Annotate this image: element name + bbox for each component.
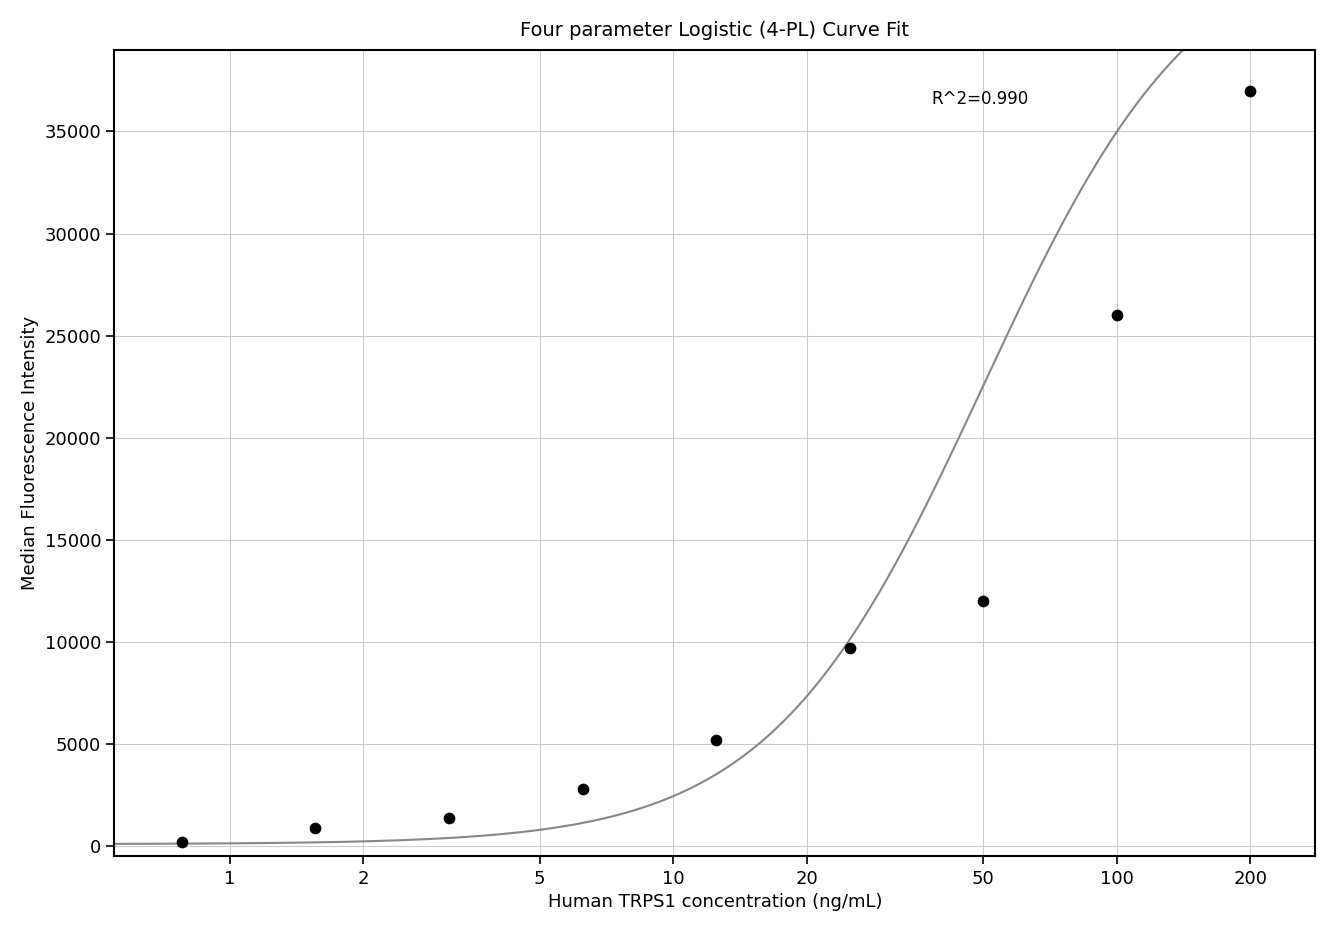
Text: R^2=0.990: R^2=0.990 [931,90,1029,108]
Point [572,782,593,797]
Point [973,594,994,609]
Point [171,835,192,850]
X-axis label: Human TRPS1 concentration (ng/mL): Human TRPS1 concentration (ng/mL) [548,893,882,911]
Point [1240,83,1261,98]
Point [438,810,460,825]
Point [305,820,326,835]
Y-axis label: Median Fluorescence Intensity: Median Fluorescence Intensity [21,316,39,590]
Point [839,640,860,655]
Title: Four parameter Logistic (4-PL) Curve Fit: Four parameter Logistic (4-PL) Curve Fit [520,21,910,40]
Point [705,733,727,747]
Point [1106,308,1128,322]
